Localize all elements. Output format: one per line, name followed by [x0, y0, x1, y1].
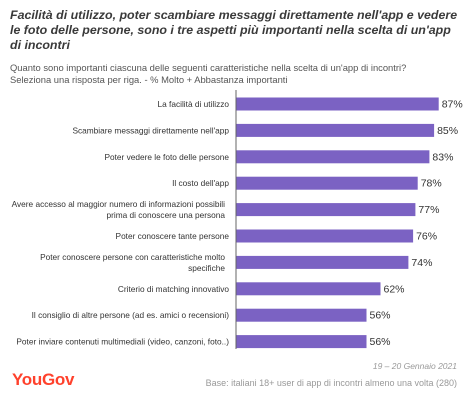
category-label-9: Il consiglio di altre persone (ad es. am…	[32, 310, 230, 320]
category-label-4: Il costo dell'app	[172, 178, 229, 188]
category-label-10: Poter inviare contenuti multimediali (vi…	[16, 337, 229, 347]
value-label-9: 56%	[370, 310, 391, 322]
bar-1	[236, 97, 439, 111]
bar-10	[236, 335, 367, 349]
subtitle-instruction: Seleziona una risposta per riga. - % Mol…	[10, 74, 288, 85]
category-label-5: Avere accesso al maggior numero di infor…	[12, 199, 226, 220]
category-label-8: Criterio di matching innovativo	[118, 284, 230, 294]
value-label-1: 87%	[442, 99, 463, 111]
value-label-3: 83%	[432, 151, 453, 163]
bar-5	[236, 203, 416, 217]
bar-3	[236, 150, 430, 164]
bar-9	[236, 308, 367, 322]
survey-date: 19 – 20 Gennaio 2021	[372, 361, 457, 371]
subtitle-question: Quanto sono importanti ciascuna delle se…	[10, 62, 407, 73]
category-label-2: Scambiare messaggi direttamente nell'app	[72, 125, 229, 135]
value-label-4: 78%	[421, 178, 442, 190]
bar-4	[236, 176, 418, 190]
sample-base: Base: italiani 18+ user di app di incont…	[205, 378, 457, 388]
value-label-8: 62%	[384, 283, 405, 295]
yougov-logo: YouGov	[12, 370, 75, 389]
chart-subtitle: Quanto sono importanti ciascuna delle se…	[10, 62, 462, 86]
category-label-1: La facilità di utilizzo	[158, 99, 230, 109]
value-label-2: 85%	[437, 125, 458, 137]
category-label-6: Poter conoscere tante persone	[116, 231, 230, 241]
bar-6	[236, 229, 414, 243]
chart-title: Facilità di utilizzo, poter scambiare me…	[10, 8, 458, 52]
bar-8	[236, 282, 381, 296]
bar-7	[236, 255, 409, 269]
bar-2	[236, 123, 435, 137]
value-label-5: 77%	[418, 204, 439, 216]
category-label-3: Poter vedere le foto delle persone	[104, 152, 229, 162]
value-label-6: 76%	[416, 231, 437, 243]
category-label-7: Poter conoscere persone con caratteristi…	[40, 252, 225, 273]
value-label-7: 74%	[411, 257, 432, 269]
value-label-10: 56%	[370, 336, 391, 348]
